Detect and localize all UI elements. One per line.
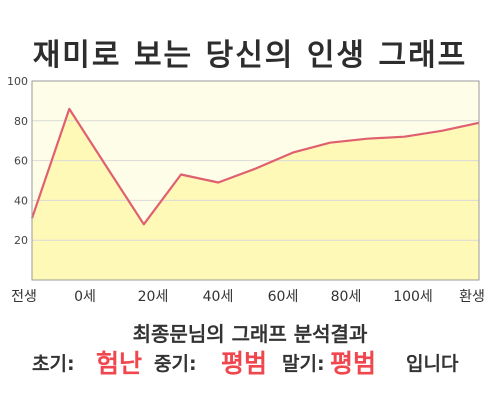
- y-tick-label-80: 80: [14, 115, 28, 128]
- x-tick-label-0: 전생: [11, 289, 37, 305]
- x-tick-label-5: 80세: [331, 289, 362, 305]
- series-area: [32, 108, 479, 281]
- mid-label: 중기:: [154, 353, 197, 375]
- series-line: [30, 107, 480, 226]
- y-tick-label-60: 60: [14, 155, 28, 168]
- y-tick-label-20: 20: [14, 234, 28, 247]
- late-value: 평범: [330, 349, 377, 378]
- early-label: 초기:: [32, 353, 75, 375]
- y-tick-label-40: 40: [14, 194, 28, 207]
- x-tick-label-2: 20세: [138, 289, 169, 305]
- x-tick-label-4: 60세: [268, 289, 299, 305]
- chart-title: 재미로 보는 당신의 인생 그래프: [32, 38, 468, 73]
- y-tick-label-100: 100: [7, 75, 28, 88]
- result-summary: 초기: 험난 중기: 평범 말기: 평범 입니다: [32, 344, 492, 384]
- x-tick-label-3: 40세: [203, 289, 234, 305]
- x-tick-label-6: 100세: [393, 289, 433, 305]
- ending-text: 입니다: [406, 353, 459, 375]
- result-title: 최종문님의 그래프 분석결과: [132, 322, 368, 346]
- late-label: 말기:: [282, 353, 325, 375]
- x-tick-label-1: 0세: [74, 289, 96, 305]
- plot-border: [31, 80, 480, 281]
- x-tick-label-7: 환생: [459, 289, 485, 305]
- mid-value: 평범: [221, 349, 268, 378]
- early-value: 험난: [96, 349, 143, 378]
